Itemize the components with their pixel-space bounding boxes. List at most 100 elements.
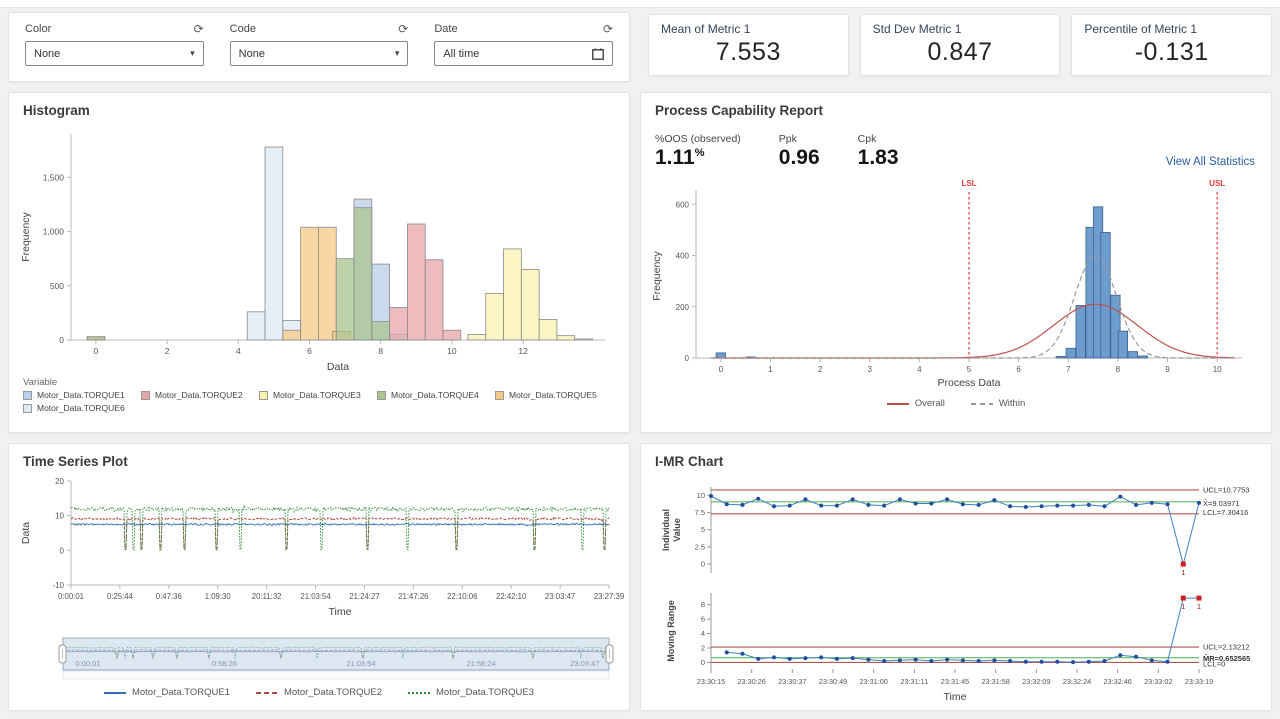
top-strip	[0, 0, 1280, 8]
card-stddev-value: 0.847	[927, 38, 993, 66]
navigator-selection	[62, 637, 610, 671]
svg-text:23:32:46: 23:32:46	[1103, 677, 1131, 686]
curve-Within	[710, 254, 1235, 359]
svg-text:Data: Data	[327, 361, 349, 373]
svg-text:1: 1	[1181, 602, 1185, 611]
stat-ppk: Ppk 0.96	[779, 133, 820, 170]
svg-text:23:30:49: 23:30:49	[819, 677, 847, 686]
timeseries-panel: Time Series Plot -10 0 10 20 0:00:01 0:25:44 0…	[8, 443, 630, 711]
card-percentile-label: Percentile of Metric 1	[1084, 22, 1198, 36]
svg-text:22:10:06: 22:10:06	[447, 592, 477, 601]
legend-line-swatch	[408, 691, 431, 694]
refresh-icon[interactable]: ⟳	[398, 22, 409, 36]
filter-date-label: Date	[434, 23, 458, 35]
svg-text:10: 10	[55, 512, 64, 521]
legend-line-swatch	[103, 691, 126, 694]
refresh-icon[interactable]: ⟳	[602, 22, 614, 36]
svg-text:6: 6	[307, 346, 312, 356]
filter-code-label: Code	[229, 23, 256, 35]
stat-ppk-label: Ppk	[778, 133, 797, 145]
kpi-cards: Mean of Metric 1 7.553 Std Dev Metric 1 …	[648, 14, 1273, 76]
capability-chart[interactable]: 0 200 400 600 0 1 2 3 4 5 6 7 8 9 10 Process Data Freque…	[646, 170, 1266, 398]
svg-text:-10: -10	[52, 581, 64, 590]
svg-text:8: 8	[1116, 365, 1121, 374]
histogram-legend: Motor_Data.TORQUE1 Motor_Data.TORQUE2 Moto…	[9, 390, 629, 416]
legend-item[interactable]: Within	[970, 398, 1025, 409]
chevron-down-icon: ▾	[190, 48, 195, 58]
legend-item[interactable]: Motor_Data.TORQUE3	[408, 687, 534, 698]
legend-item[interactable]: Motor_Data.TORQUE3	[259, 390, 377, 400]
svg-text:9: 9	[1165, 365, 1170, 374]
filter-date-picker[interactable]: All time	[434, 41, 614, 66]
svg-text:8: 8	[378, 346, 383, 356]
svg-text:0: 0	[685, 354, 690, 363]
svg-text:Frequency: Frequency	[651, 250, 663, 300]
svg-text:USL: USL	[1209, 179, 1225, 188]
filter-color-label: Color	[25, 23, 52, 35]
series-Motor_Data.TORQUE1	[70, 522, 610, 527]
capability-legend: Overall Within	[641, 398, 1271, 409]
svg-text:23:31:58: 23:31:58	[981, 677, 1009, 686]
svg-text:23:30:15: 23:30:15	[697, 677, 725, 686]
legend-swatch	[23, 390, 32, 400]
svg-text:0:25:44: 0:25:44	[107, 592, 134, 601]
legend-item[interactable]: Motor_Data.TORQUE4	[377, 390, 495, 400]
svg-text:500: 500	[50, 281, 64, 291]
legend-label: Motor_Data.TORQUE4	[391, 390, 479, 400]
svg-text:21:58:24: 21:58:24	[466, 659, 495, 668]
stat-oos: %OOS (observed) 1.11%	[655, 133, 741, 170]
legend-item[interactable]: Motor_Data.TORQUE6	[23, 403, 141, 413]
svg-text:20: 20	[55, 477, 64, 486]
hist-series-Motor_Data.TORQUE2	[389, 223, 462, 341]
svg-text:4: 4	[236, 346, 241, 356]
histogram-title: Histogram	[23, 103, 90, 118]
imr-chart[interactable]: 02.557.5101UCL=10.7753X̄=9.03971LCL=7.30…	[643, 473, 1271, 707]
svg-text:7: 7	[1066, 365, 1071, 374]
svg-text:5: 5	[967, 365, 972, 374]
svg-text:Time: Time	[329, 606, 352, 618]
legend-item[interactable]: Motor_Data.TORQUE1	[23, 390, 141, 400]
legend-label: Motor_Data.TORQUE6	[37, 403, 125, 413]
svg-text:Time: Time	[944, 691, 967, 703]
capability-stats: %OOS (observed) 1.11% Ppk 0.96 Cpk 1.83 …	[641, 122, 1271, 170]
capability-title: Process Capability Report	[655, 103, 824, 118]
svg-text:2.5: 2.5	[695, 542, 705, 551]
svg-text:6: 6	[1016, 365, 1021, 374]
legend-item[interactable]: Motor_Data.TORQUE2	[141, 390, 259, 400]
stat-cpk-value: 1.83	[857, 146, 899, 169]
histogram-panel: Histogram 0 500 1,000 1,500 0 2 4 6 8 10 12 Data Fre…	[8, 92, 630, 433]
svg-text:LSL: LSL	[961, 179, 976, 188]
capability-bars	[715, 206, 1148, 359]
svg-text:10: 10	[697, 491, 705, 500]
svg-text:2: 2	[165, 346, 170, 356]
filter-color-dropdown[interactable]: None ▾	[25, 41, 204, 66]
imr-title: I-MR Chart	[655, 454, 724, 469]
refresh-icon[interactable]: ⟳	[193, 22, 204, 36]
chevron-down-icon: ▾	[394, 48, 400, 58]
svg-text:23:03:47: 23:03:47	[545, 592, 575, 601]
filter-code-dropdown[interactable]: None ▾	[229, 41, 409, 66]
legend-label: Overall	[914, 398, 945, 409]
legend-item[interactable]: Motor_Data.TORQUE5	[495, 390, 613, 400]
svg-text:21:03:54: 21:03:54	[300, 592, 331, 601]
svg-text:2: 2	[701, 644, 705, 653]
legend-line-swatch	[970, 402, 993, 405]
legend-label: Motor_Data.TORQUE2	[155, 390, 243, 400]
histogram-chart[interactable]: 0 500 1,000 1,500 0 2 4 6 8 10 12 Data Frequency	[13, 122, 625, 377]
legend-label: Motor_Data.TORQUE1	[37, 390, 125, 400]
legend-swatch	[141, 390, 150, 400]
card-percentile-value: -0.131	[1134, 38, 1209, 66]
timeseries-range-selector[interactable]: 0:00:01 0:58:26 21:03:54 21:58:24 23:03:47	[13, 635, 625, 681]
histogram-legend-title: Variable	[23, 377, 58, 388]
view-all-statistics-link[interactable]: View All Statistics	[1165, 156, 1255, 168]
legend-item[interactable]: Motor_Data.TORQUE2	[255, 687, 382, 698]
svg-text:3: 3	[868, 365, 873, 374]
svg-text:0:00:01: 0:00:01	[58, 592, 84, 601]
legend-item[interactable]: Overall	[886, 398, 945, 409]
svg-text:UCL=2.13212: UCL=2.13212	[1203, 643, 1250, 652]
svg-text:23:32:24: 23:32:24	[1063, 677, 1091, 686]
timeseries-chart[interactable]: -10 0 10 20 0:00:01 0:25:44 0:47:36 1:09:30 20:1…	[13, 473, 625, 623]
svg-text:400: 400	[676, 252, 690, 261]
svg-text:0:47:36: 0:47:36	[156, 592, 182, 601]
legend-item[interactable]: Motor_Data.TORQUE1	[103, 687, 230, 698]
